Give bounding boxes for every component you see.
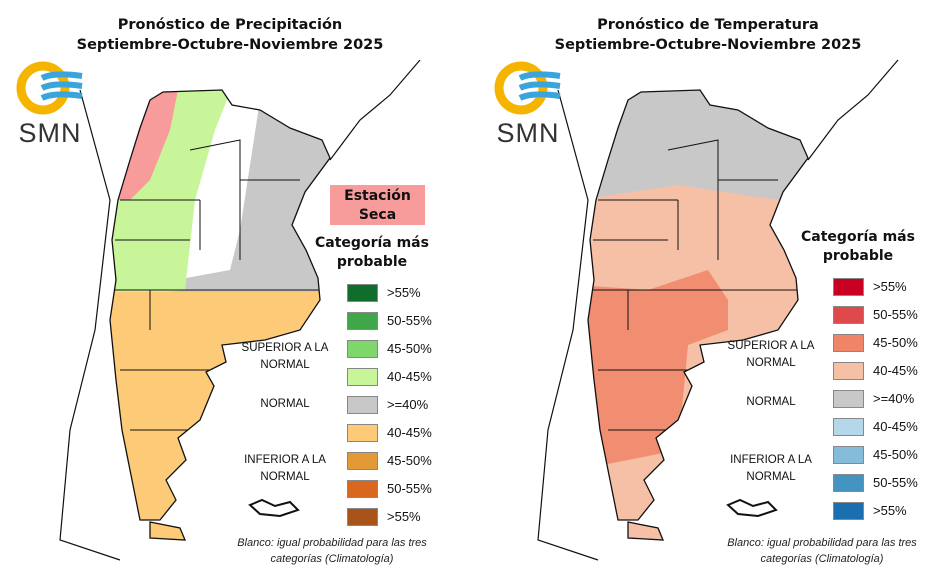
- legend-swatch: [833, 362, 864, 380]
- legend-label: 45-50%: [873, 335, 918, 350]
- legend-label: >55%: [873, 503, 907, 518]
- legend-swatch: [347, 312, 378, 330]
- legend-swatch: [347, 452, 378, 470]
- legend-title: Categoría más probable: [801, 229, 915, 264]
- precipitation-title: Pronóstico de Precipitación Septiembre-O…: [0, 15, 460, 55]
- smn-logo: SMN: [488, 60, 568, 150]
- legend-swatch: [347, 480, 378, 498]
- legend-swatch: [347, 424, 378, 442]
- legend-note: Blanco: igual probabilidad para las tres…: [727, 537, 917, 565]
- title-line-1: Pronóstico de Temperatura: [597, 17, 819, 33]
- legend-label: >=40%: [387, 397, 429, 412]
- legend-label: 40-45%: [873, 419, 918, 434]
- group-above: SUPERIOR A LA NORMAL: [727, 340, 815, 369]
- smn-logo: SMN: [10, 60, 90, 150]
- legend-label: >=40%: [873, 391, 915, 406]
- title-line-1: Pronóstico de Precipitación: [117, 17, 343, 33]
- legend-label: 40-45%: [873, 363, 918, 378]
- smn-logo-text: SMN: [18, 118, 82, 148]
- legend-swatch: [833, 306, 864, 324]
- title-line-2: Septiembre-Octubre-Noviembre 2025: [554, 37, 862, 53]
- legend-swatch: [833, 502, 864, 520]
- legend-label: 50-55%: [873, 307, 918, 322]
- legend-label: 50-55%: [387, 481, 432, 496]
- legend-label: >55%: [387, 285, 421, 300]
- legend-label: 50-55%: [387, 313, 432, 328]
- legend-swatch: [833, 390, 864, 408]
- title-line-2: Septiembre-Octubre-Noviembre 2025: [76, 37, 384, 53]
- legend-note: Blanco: igual probabilidad para las tres…: [237, 537, 427, 565]
- legend-label: >55%: [873, 279, 907, 294]
- temperature-title: Pronóstico de Temperatura Septiembre-Oct…: [478, 15, 938, 55]
- legend-swatch: [833, 334, 864, 352]
- legend-label: 40-45%: [387, 425, 432, 440]
- legend-swatch: [347, 396, 378, 414]
- group-normal: NORMAL: [746, 396, 796, 408]
- group-below: INFERIOR A LA NORMAL: [244, 454, 326, 483]
- legend-label: 45-50%: [387, 341, 432, 356]
- legend-label: 50-55%: [873, 475, 918, 490]
- dry-season-label: Estación Seca: [330, 185, 425, 225]
- legend-swatch: [833, 474, 864, 492]
- legend-swatch: [833, 418, 864, 436]
- legend-title: Categoría más probable: [315, 235, 429, 270]
- legend-swatch: [833, 278, 864, 296]
- legend-label: 40-45%: [387, 369, 432, 384]
- legend-swatch: [347, 284, 378, 302]
- group-below: INFERIOR A LA NORMAL: [730, 454, 812, 483]
- group-normal: NORMAL: [260, 398, 310, 410]
- group-above: SUPERIOR A LA NORMAL: [241, 342, 329, 371]
- smn-logo-text: SMN: [496, 118, 560, 148]
- legend-swatch: [347, 508, 378, 526]
- legend-label: 45-50%: [387, 453, 432, 468]
- legend-swatch: [347, 368, 378, 386]
- legend-swatch: [833, 446, 864, 464]
- legend-label: >55%: [387, 509, 421, 524]
- legend-label: 45-50%: [873, 447, 918, 462]
- legend-swatch: [347, 340, 378, 358]
